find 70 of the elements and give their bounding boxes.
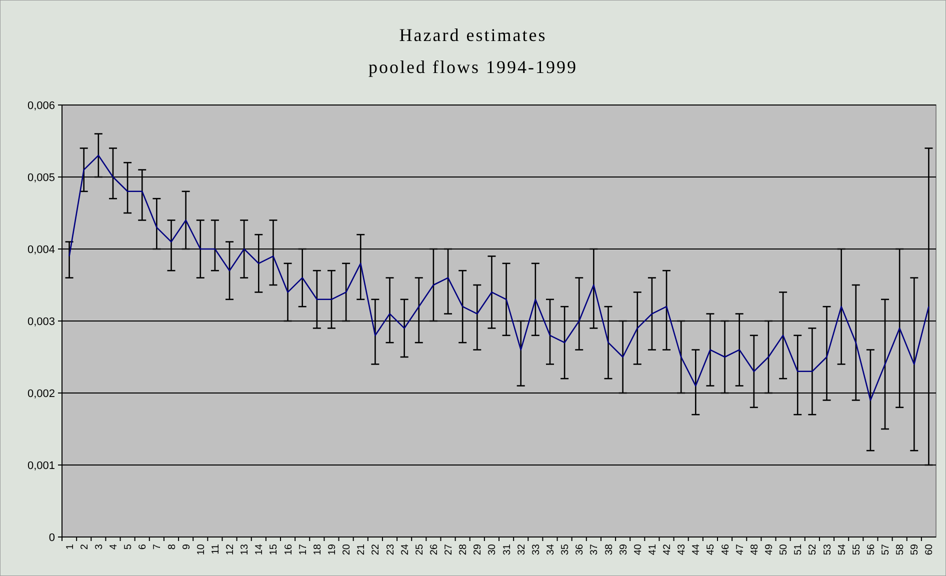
x-tick-label: 6 bbox=[138, 544, 149, 550]
y-tick-label: 0,001 bbox=[27, 460, 55, 472]
x-tick-label: 47 bbox=[734, 544, 746, 556]
x-tick-label: 1 bbox=[64, 544, 76, 550]
x-tick-label: 19 bbox=[326, 544, 338, 556]
x-tick-label: 8 bbox=[166, 544, 178, 550]
x-tick-label: 9 bbox=[181, 544, 192, 550]
x-tick-label: 16 bbox=[283, 544, 294, 556]
x-tick-label: 57 bbox=[880, 544, 892, 556]
x-tick-label: 20 bbox=[342, 544, 353, 556]
chart-subtitle: pooled flows 1994-1999 bbox=[368, 57, 578, 77]
x-tick-label: 15 bbox=[268, 544, 280, 556]
x-tick-label: 27 bbox=[444, 544, 455, 556]
x-tick-label: 54 bbox=[836, 544, 848, 556]
x-tick-label: 60 bbox=[924, 544, 936, 556]
x-tick-label: 7 bbox=[152, 544, 164, 550]
x-tick-label: 56 bbox=[866, 544, 877, 556]
x-tick-label: 25 bbox=[414, 544, 426, 556]
chart-title: Hazard estimates bbox=[399, 25, 547, 45]
x-tick-label: 46 bbox=[720, 544, 732, 556]
y-tick-label: 0,005 bbox=[27, 172, 55, 184]
x-tick-label: 37 bbox=[589, 544, 600, 556]
x-tick-label: 51 bbox=[793, 544, 804, 556]
x-tick-label: 43 bbox=[676, 544, 688, 556]
x-tick-label: 39 bbox=[618, 544, 630, 556]
y-tick-label: 0,002 bbox=[27, 388, 55, 400]
y-tick-label: 0,004 bbox=[27, 244, 55, 256]
x-tick-label: 30 bbox=[487, 544, 498, 556]
x-tick-label: 48 bbox=[749, 544, 760, 556]
x-tick-label: 53 bbox=[822, 544, 834, 556]
y-tick-label: 0,003 bbox=[27, 316, 55, 328]
x-tick-label: 32 bbox=[516, 544, 528, 556]
x-tick-label: 28 bbox=[458, 544, 470, 556]
x-tick-label: 42 bbox=[662, 544, 674, 556]
x-tick-label: 24 bbox=[400, 544, 411, 556]
x-tick-label: 23 bbox=[385, 544, 396, 556]
x-tick-label: 10 bbox=[196, 544, 207, 556]
x-tick-label: 41 bbox=[647, 544, 658, 556]
x-tick-label: 11 bbox=[210, 544, 222, 554]
x-tick-label: 44 bbox=[691, 544, 702, 556]
x-tick-label: 36 bbox=[574, 544, 586, 556]
x-tick-label: 45 bbox=[706, 544, 717, 556]
x-tick-label: 29 bbox=[472, 544, 484, 556]
line-series bbox=[68, 154, 930, 401]
x-tick-label: 2 bbox=[79, 544, 90, 550]
x-tick-label: 5 bbox=[123, 544, 134, 550]
x-tick-label: 40 bbox=[632, 544, 644, 556]
x-tick-label: 18 bbox=[312, 544, 324, 556]
x-tick-label: 49 bbox=[764, 544, 775, 556]
x-tick-label: 3 bbox=[94, 544, 105, 550]
x-tick-label: 22 bbox=[370, 544, 382, 556]
x-tick-label: 14 bbox=[254, 544, 266, 556]
x-tick-label: 31 bbox=[502, 544, 513, 556]
x-tick-label: 35 bbox=[560, 544, 572, 556]
x-tick-label: 38 bbox=[604, 544, 615, 556]
y-tick-label: 0 bbox=[48, 532, 55, 544]
x-tick-label: 50 bbox=[778, 544, 790, 556]
x-tick-label: 12 bbox=[225, 544, 236, 556]
x-tick-label: 26 bbox=[428, 544, 440, 556]
x-tick-label: 21 bbox=[356, 544, 368, 556]
x-tick-label: 4 bbox=[108, 544, 120, 550]
x-tick-label: 52 bbox=[808, 544, 819, 556]
x-tick-label: 17 bbox=[298, 544, 309, 556]
x-tick-label: 33 bbox=[530, 544, 542, 556]
x-tick-label: 55 bbox=[851, 544, 862, 556]
y-tick-label: 0,006 bbox=[27, 100, 55, 112]
x-tick-label: 58 bbox=[895, 544, 906, 556]
x-tick-label: 13 bbox=[240, 544, 251, 556]
x-tick-label: 34 bbox=[545, 544, 556, 556]
x-tick-label: 59 bbox=[910, 544, 921, 556]
